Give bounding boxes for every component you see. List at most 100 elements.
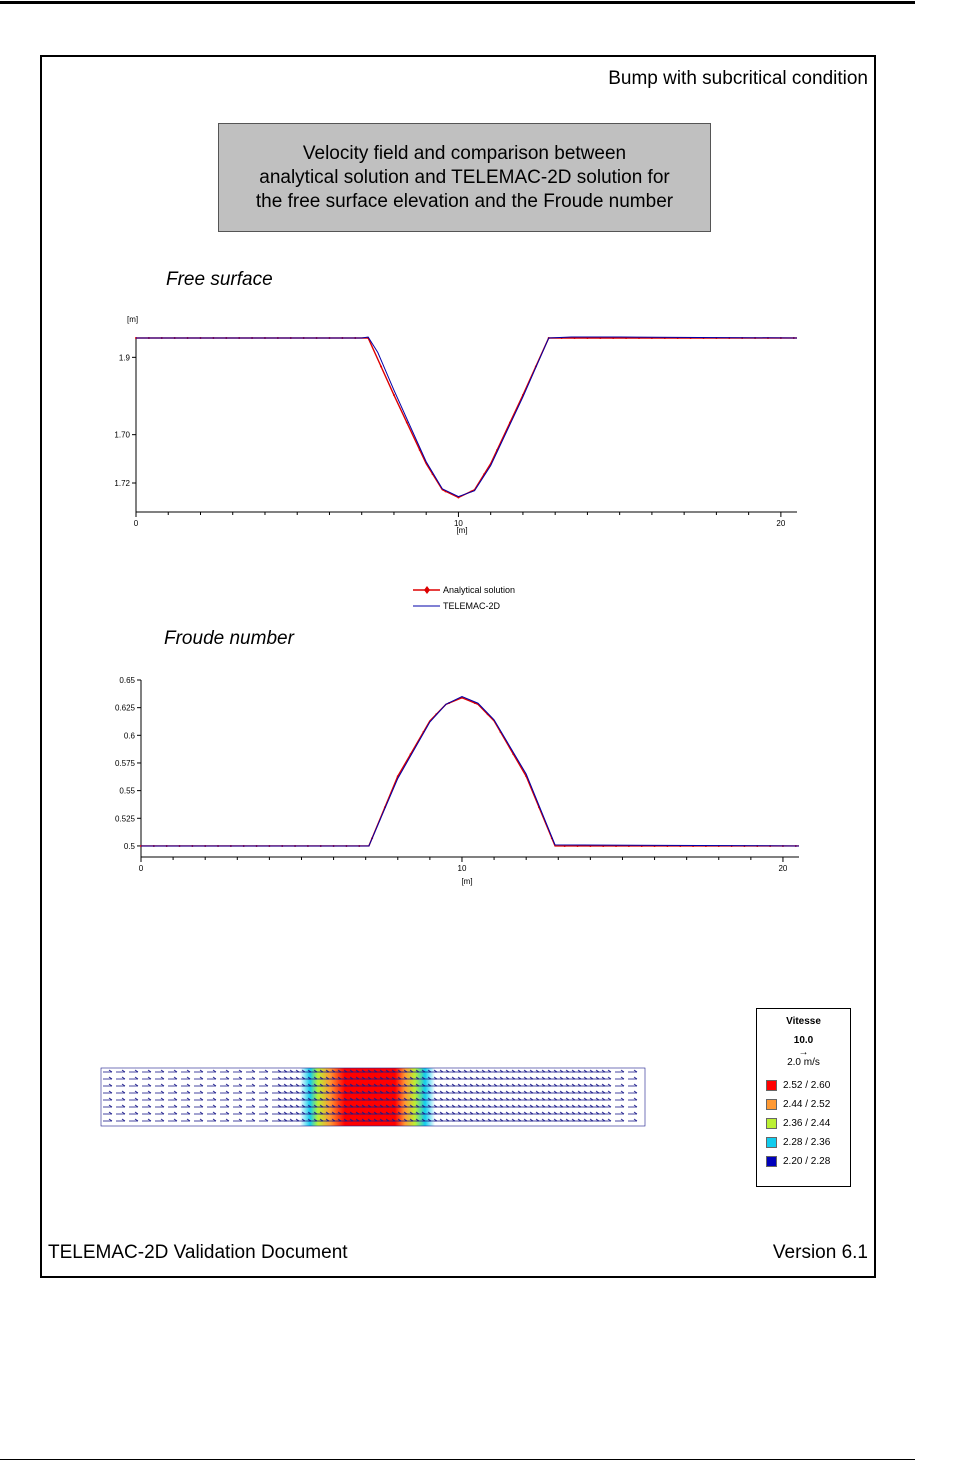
velocity-vector-head [173,1111,178,1115]
velocity-vector-head [186,1076,191,1080]
velocity-vector-head [607,1076,612,1080]
velocity-vector-head [121,1118,126,1122]
velocity-vector-head [121,1076,126,1080]
legend-analytical-label: Analytical solution [443,585,515,595]
velocity-vector-head [238,1090,243,1094]
y-tick-label: 0.65 [119,676,135,685]
velocity-vector-head [108,1090,113,1094]
velocity-class-swatch [766,1136,777,1148]
velocity-vector-head [108,1118,113,1122]
velocity-vector-head [251,1111,256,1115]
x-tick-label: 0 [139,864,144,873]
velocity-vector-head [251,1076,256,1080]
telemac-2d-line [136,336,798,498]
velocity-legend: Vitesse 10.0 → 2.0 m/s 2.52 / 2.60 2.44 … [756,1008,851,1187]
velocity-vector-head [212,1083,217,1087]
footer-document-name: TELEMAC-2D Validation Document [48,1242,348,1263]
velocity-vector-head [134,1069,139,1073]
velocity-vector-head [620,1076,625,1080]
velocity-vector-head [633,1111,638,1115]
velocity-vector-head [225,1118,230,1122]
velocity-vector-head [134,1104,139,1108]
velocity-vector-head [633,1069,638,1073]
velocity-vector-head [160,1111,165,1115]
page-frame: Bump with subcritical condition Velocity… [40,55,876,1278]
velocity-vector-head [134,1090,139,1094]
velocity-vector-head [108,1111,113,1115]
analytical-solution-marker [380,365,383,368]
velocity-arrow-icon: → [798,1047,809,1058]
velocity-vector-head [607,1104,612,1108]
velocity-vector-head [199,1118,204,1122]
analytical-solution-marker [392,394,395,397]
x-axis-unit-label: [m] [456,526,467,535]
velocity-vector-head [620,1069,625,1073]
velocity-vector-head [251,1090,256,1094]
velocity-vector-head [147,1118,152,1122]
velocity-vector-head [607,1118,612,1122]
velocity-vector-head [264,1111,269,1115]
velocity-vector-head [212,1069,217,1073]
velocity-vector-head [121,1111,126,1115]
velocity-vector-head [264,1090,269,1094]
velocity-vector-head [160,1076,165,1080]
velocity-vector-head [620,1104,625,1108]
velocity-vector-head [607,1097,612,1101]
analytical-solution-marker [576,844,579,847]
velocity-vector-head [173,1090,178,1094]
velocity-class-row: 2.20 / 2.28 [766,1155,830,1167]
y-tick-label: 1.70 [114,431,130,440]
velocity-field-band [101,1068,645,1126]
y-tick-label: 0.575 [115,759,136,768]
velocity-vector-head [147,1104,152,1108]
velocity-vector-head [121,1083,126,1087]
velocity-vector-head [121,1104,126,1108]
velocity-vector-head [225,1083,230,1087]
velocity-vector-head [199,1083,204,1087]
velocity-vector-head [212,1076,217,1080]
free-surface-label: Free surface [166,269,273,290]
velocity-vector-head [108,1069,113,1073]
velocity-vector-head [134,1097,139,1101]
velocity-vector-head [147,1097,152,1101]
x-tick-label: 0 [134,519,139,528]
velocity-vector-head [607,1111,612,1115]
velocity-vector-head [225,1111,230,1115]
velocity-vector-head [186,1097,191,1101]
velocity-vector-head [225,1076,230,1080]
velocity-vector-head [264,1097,269,1101]
velocity-vector-head [620,1111,625,1115]
velocity-vector-head [134,1111,139,1115]
velocity-vector-head [264,1076,269,1080]
velocity-vector-head [173,1097,178,1101]
y-tick-label: 1.72 [114,479,130,488]
bottom-rule [0,1459,915,1460]
velocity-vector-head [225,1097,230,1101]
y-tick-label: 0.55 [119,787,135,796]
y-tick-label: 0.5 [124,842,136,851]
velocity-vector-head [108,1076,113,1080]
velocity-vector-head [225,1090,230,1094]
velocity-class-row: 2.44 / 2.52 [766,1098,830,1110]
velocity-vector-head [212,1090,217,1094]
velocity-vector-head [147,1111,152,1115]
velocity-vector-head [160,1090,165,1094]
footer-version: Version 6.1 [772,1242,868,1263]
velocity-vector-head [251,1083,256,1087]
velocity-class-label: 2.20 / 2.28 [783,1155,831,1167]
velocity-reference-value: 10.0 [793,1035,814,1046]
velocity-vector-head [238,1097,243,1101]
velocity-vector-head [186,1090,191,1094]
velocity-vectors [103,1069,638,1122]
velocity-vector-head [108,1097,113,1101]
velocity-vector-head [108,1083,113,1087]
velocity-vector-head [173,1118,178,1122]
velocity-vector-head [633,1076,638,1080]
velocity-vector-head [264,1118,269,1122]
x-axis-unit-label: [m] [461,877,472,886]
velocity-vector-head [620,1083,625,1087]
velocity-vector-head [134,1076,139,1080]
velocity-vector-head [147,1076,152,1080]
velocity-field-outline [100,1067,646,1127]
velocity-class-swatch [766,1098,777,1110]
